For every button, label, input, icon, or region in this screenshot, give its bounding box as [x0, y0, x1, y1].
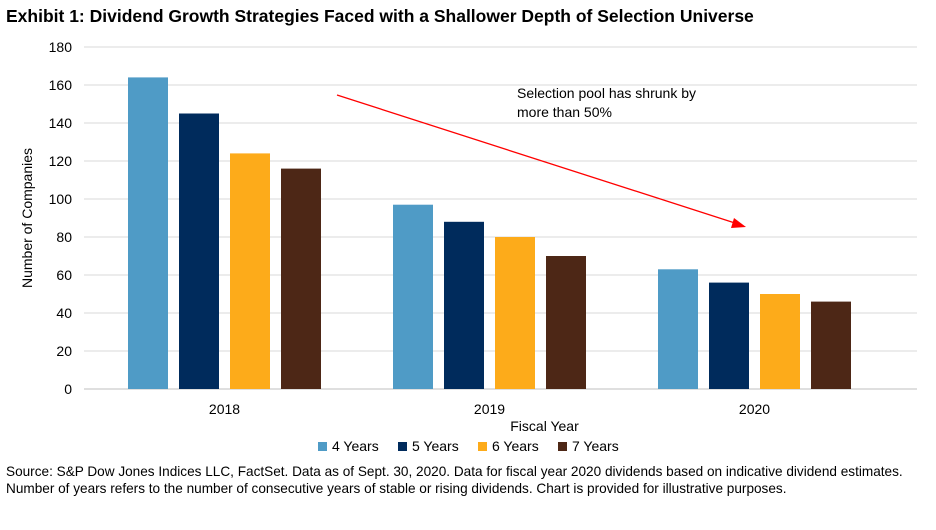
y-axis-title: Number of Companies — [19, 148, 35, 288]
trend-arrow-line — [336, 94, 739, 225]
legend-label: 4 Years — [332, 438, 379, 454]
source-note: Source: S&P Dow Jones Indices LLC, FactS… — [6, 464, 903, 496]
x-tick-label: 2018 — [209, 401, 240, 417]
legend-label: 5 Years — [412, 438, 459, 454]
y-tick-label: 140 — [49, 115, 73, 131]
bar-2019-6-years — [495, 237, 535, 389]
legend-swatch — [558, 442, 567, 451]
legend-swatch — [318, 442, 327, 451]
annotation-text: Selection pool has shrunk by — [517, 85, 696, 101]
y-tick-label: 100 — [49, 191, 73, 207]
bar-2020-7-years — [811, 301, 851, 389]
bar-2018-6-years — [230, 153, 270, 389]
legend-label: 7 Years — [572, 438, 619, 454]
y-tick-label: 60 — [56, 267, 72, 283]
arrow-head-icon — [731, 218, 746, 228]
y-tick-label: 160 — [49, 77, 73, 93]
bar-2020-5-years — [709, 282, 749, 389]
x-tick-label: 2020 — [739, 401, 770, 417]
x-tick-label: 2019 — [474, 401, 505, 417]
y-tick-label: 40 — [56, 305, 72, 321]
bar-2018-7-years — [281, 168, 321, 389]
bar-2019-7-years — [546, 256, 586, 389]
bar-2018-5-years — [179, 113, 219, 389]
legend-label: 6 Years — [492, 438, 539, 454]
x-axis-title: Fiscal Year — [510, 418, 579, 434]
annotation-text: more than 50% — [517, 104, 612, 120]
bar-2019-4-years — [393, 204, 433, 389]
y-tick-label: 80 — [56, 229, 72, 245]
legend-swatch — [478, 442, 487, 451]
bar-2018-4-years — [128, 77, 168, 390]
y-tick-label: 0 — [64, 381, 72, 397]
y-tick-label: 180 — [49, 39, 73, 55]
bar-2019-5-years — [444, 221, 484, 389]
bar-2020-4-years — [658, 269, 698, 389]
y-tick-label: 120 — [49, 153, 73, 169]
bar-chart: 0 20 40 60 80 100 120 140 160 180 2018 2019 2020 Fisc… — [19, 39, 917, 454]
y-tick-label: 20 — [56, 343, 72, 359]
bar-2020-6-years — [760, 294, 800, 389]
legend-swatch — [398, 442, 407, 451]
chart-title: Exhibit 1: Dividend Growth Strategies Fa… — [6, 6, 754, 26]
